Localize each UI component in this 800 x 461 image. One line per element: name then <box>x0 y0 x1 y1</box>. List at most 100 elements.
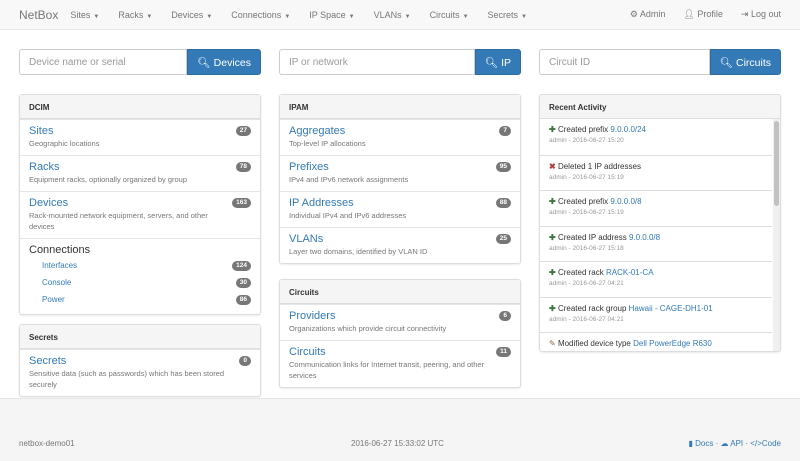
device-search-input[interactable] <box>19 49 188 75</box>
menu-vlans[interactable]: VLANs ▼ <box>374 10 411 20</box>
caret-down-icon: ▼ <box>146 13 153 20</box>
list-item: VLANs Layer two domains, identified by VL… <box>280 227 520 263</box>
list-item: Racks Equipment racks, optionally organiz… <box>20 155 260 191</box>
list-item: Providers Organizations which provide cir… <box>280 304 520 340</box>
menu-secrets[interactable]: Secrets ▼ <box>488 10 527 20</box>
activity-link[interactable]: 9.0.0.0/24 <box>610 125 647 134</box>
ip-search-input[interactable] <box>279 49 475 75</box>
circuit-search-input[interactable] <box>539 49 710 75</box>
activity-link[interactable]: Hawaii - CAGE-DH1-01 <box>628 303 713 313</box>
activity-link[interactable]: RACK-01-CA <box>605 268 654 277</box>
sites-link[interactable]: Sites <box>29 125 54 137</box>
logout-link[interactable]: ⇥ Log out <box>741 9 781 20</box>
scrollbar-thumb[interactable] <box>774 121 779 206</box>
item-desc: Top-level IP allocations <box>289 139 366 148</box>
panel-title: Circuits <box>280 280 520 304</box>
navbar: NetBox Sites ▼ Racks ▼ Devices ▼ Connection… <box>0 0 800 30</box>
prefixes-link[interactable]: Prefixes <box>289 161 329 173</box>
api-label: API <box>730 439 744 448</box>
item-desc: Sensitive data (such as passwords) which… <box>29 369 225 389</box>
item-desc: Equipment racks, optionally organized by… <box>29 175 188 184</box>
activity-text: Modified device type <box>557 339 631 348</box>
caret-down-icon: ▼ <box>348 13 355 20</box>
racks-link[interactable]: Racks <box>29 161 60 173</box>
docs-label: Docs <box>695 439 714 448</box>
console-link[interactable]: Console <box>42 278 72 287</box>
menu-label: Devices <box>171 9 204 20</box>
activity-item: ✖ Deleted 1 IP addresses admin - 2016-06… <box>540 154 772 191</box>
cloud-icon: ☁ <box>720 439 729 448</box>
interfaces-link[interactable]: Interfaces <box>42 261 78 270</box>
menu-devices[interactable]: Devices ▼ <box>171 10 212 20</box>
activity-link[interactable]: 9.0.0.0/8 <box>610 197 642 206</box>
ip-search: 🔍︎ IP <box>279 49 521 75</box>
ip-addresses-link[interactable]: IP Addresses <box>289 197 354 209</box>
item-desc: Individual IPv4 and IPv6 addresses <box>289 211 407 220</box>
pencil-icon: ✎ <box>549 339 556 348</box>
list-item: Circuits Communication links for Internet… <box>280 340 520 387</box>
device-search: 🔍︎ Devices <box>19 49 261 75</box>
user-icon: 👤︎ <box>683 9 695 19</box>
footer: netbox-demo01 2016-06-27 15:33:02 UTC ▮ … <box>0 398 800 461</box>
count-badge: 86 <box>235 294 251 305</box>
menu-connections[interactable]: Connections ▼ <box>231 10 290 20</box>
recent-activity-panel: Recent Activity ✚ Created prefix 9.0.0.0… <box>539 94 781 352</box>
admin-link[interactable]: ⚙ Admin <box>630 9 666 20</box>
search-icon: 🔍︎ <box>719 56 734 69</box>
plus-icon: ✚ <box>549 125 556 134</box>
devices-link[interactable]: Devices <box>29 197 69 209</box>
activity-text: Created IP address <box>557 232 627 242</box>
activity-link[interactable]: 9.0.0.0/8 <box>628 232 661 242</box>
panel-title: DCIM <box>20 95 260 119</box>
menu-sites[interactable]: Sites ▼ <box>70 10 99 20</box>
search-icon: 🔍︎ <box>197 56 211 69</box>
button-label: IP <box>501 56 511 69</box>
activity-item: ✚ Created prefix 9.0.0.0/8 admin - 2016-0… <box>540 190 772 226</box>
list-item: IP Addresses Individual IPv4 and IPv6 add… <box>280 191 520 227</box>
count-badge: 95 <box>495 162 511 172</box>
separator: · <box>745 439 749 448</box>
menu-racks[interactable]: Racks ▼ <box>118 10 152 20</box>
activity-item: ✚ Created prefix 9.0.0.0/24 admin - 2016-… <box>540 119 772 155</box>
docs-link[interactable]: ▮ Docs <box>688 439 713 448</box>
x-icon: ✖ <box>549 161 556 171</box>
aggregates-link[interactable]: Aggregates <box>289 125 346 137</box>
power-link[interactable]: Power <box>42 295 65 304</box>
circuit-search: 🔍︎ Circuits <box>539 49 781 75</box>
profile-link[interactable]: 👤︎ Profile <box>683 9 722 20</box>
button-label: Devices <box>213 56 251 69</box>
count-badge: 6 <box>499 311 511 321</box>
menu-label: Connections <box>231 9 282 20</box>
api-link[interactable]: ☁ API <box>720 439 743 448</box>
dcim-panel: DCIM Sites Geographic locations 27 Racks Eq… <box>19 94 261 315</box>
activity-item: ✎ Modified device type Dell PowerEdge R6… <box>540 332 772 351</box>
plus-icon: ✚ <box>549 232 556 242</box>
code-link[interactable]: </>Code <box>750 439 781 448</box>
vlans-link[interactable]: VLANs <box>289 233 324 245</box>
count-badge: 7 <box>499 126 511 136</box>
caret-down-icon: ▼ <box>93 13 100 20</box>
brand-link[interactable]: NetBox <box>19 7 59 22</box>
caret-down-icon: ▼ <box>462 13 469 20</box>
count-badge: 27 <box>235 126 251 136</box>
device-search-button[interactable]: 🔍︎ Devices <box>187 49 261 75</box>
menu-ip-space[interactable]: IP Space ▼ <box>309 10 354 20</box>
admin-label: Admin <box>639 9 666 19</box>
providers-link[interactable]: Providers <box>289 310 336 322</box>
list-item: Secrets Sensitive data (such as passwords… <box>20 349 260 396</box>
activity-text: Created prefix <box>557 197 609 206</box>
activity-link[interactable]: Dell PowerEdge R630 <box>633 339 712 348</box>
activity-meta: admin - 2016-06-27 04:21 <box>549 315 624 323</box>
menu-circuits[interactable]: Circuits ▼ <box>430 10 469 20</box>
ip-search-button[interactable]: 🔍︎ IP <box>474 49 521 75</box>
menu-label: Circuits <box>429 9 460 20</box>
count-badge: 124 <box>232 260 251 271</box>
circuit-search-button[interactable]: 🔍︎ Circuits <box>709 49 781 75</box>
count-badge: 0 <box>239 356 251 366</box>
circuits-link[interactable]: Circuits <box>289 346 326 358</box>
hostname: netbox-demo01 <box>19 439 75 448</box>
secrets-link[interactable]: Secrets <box>29 355 67 367</box>
connections-label: Connections <box>29 244 91 256</box>
activity-text: Created prefix <box>557 125 609 134</box>
scrollbar[interactable] <box>773 119 780 351</box>
